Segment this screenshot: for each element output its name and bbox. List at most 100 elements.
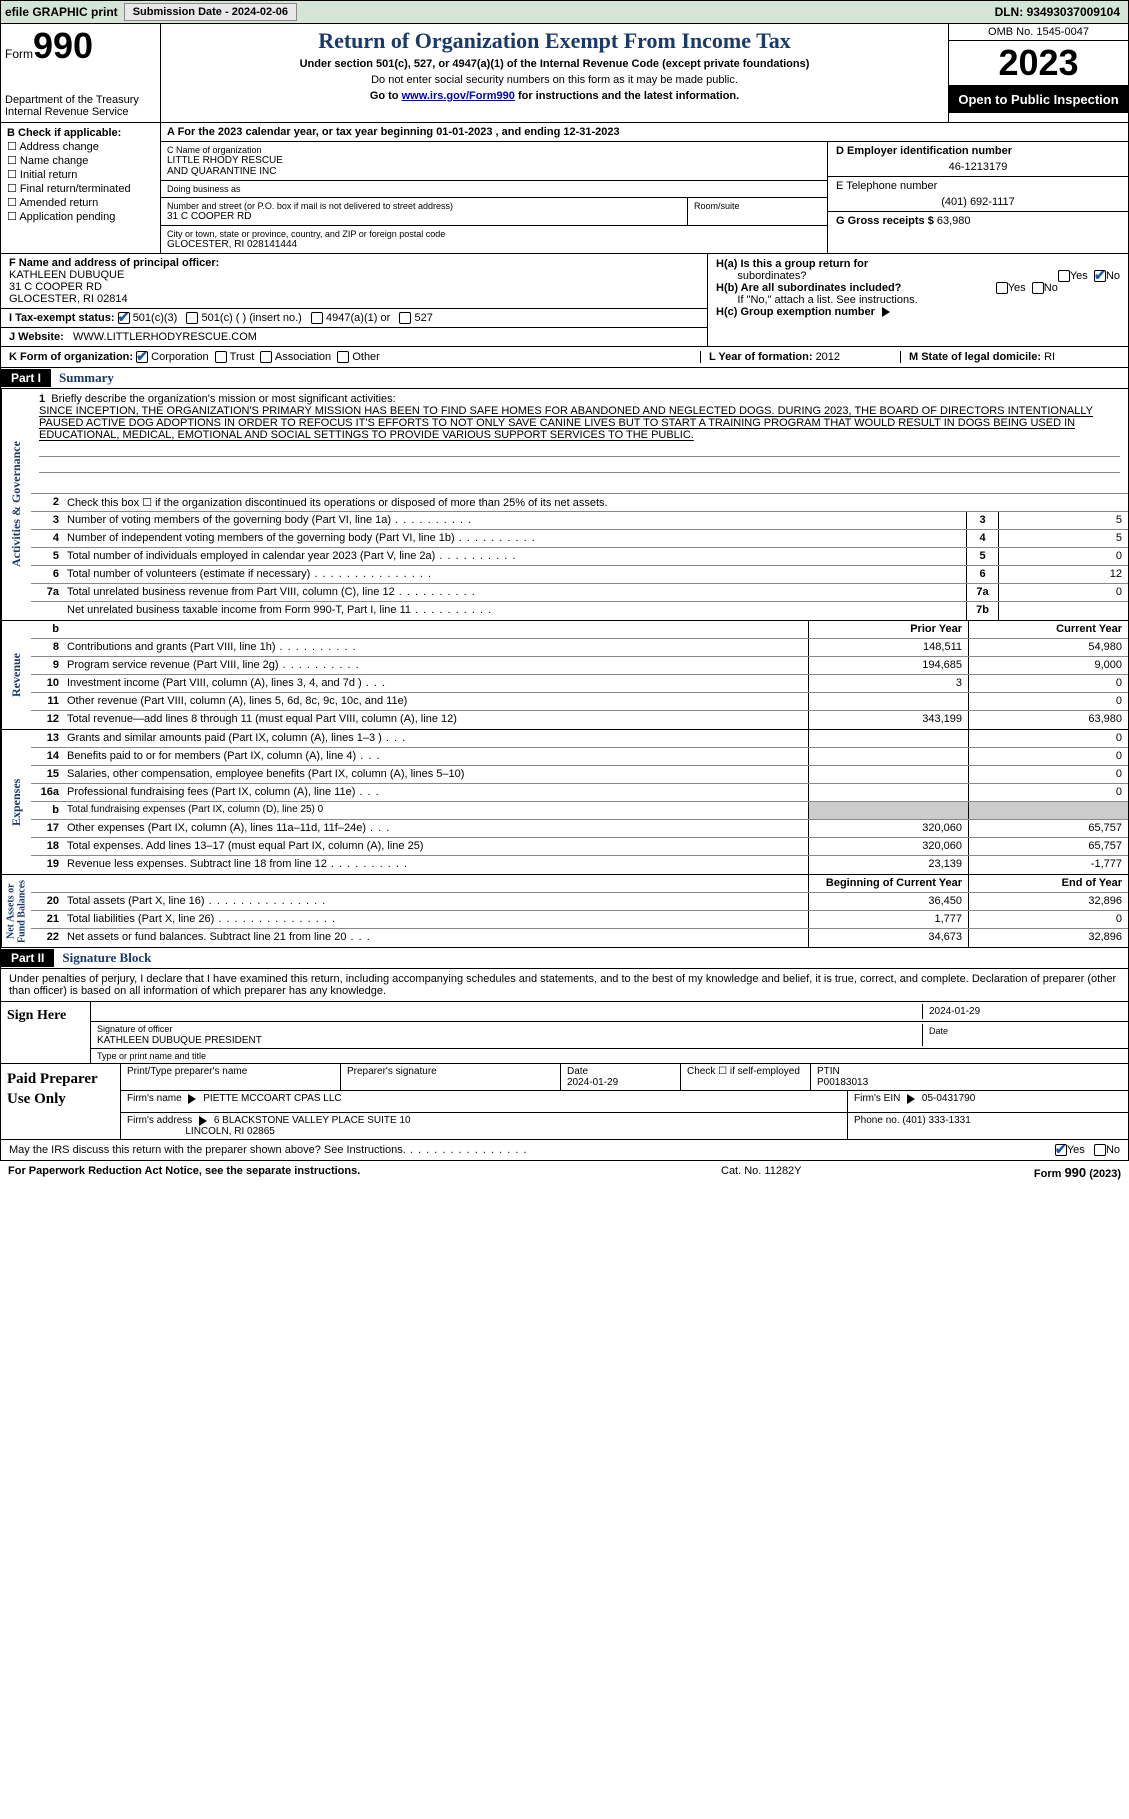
ck-final-return[interactable]: ☐ Final return/terminated [7,182,154,195]
line18-py: 320,060 [808,838,968,855]
ck-amended-return[interactable]: ☐ Amended return [7,196,154,209]
part2-header: Part II Signature Block [0,948,1129,969]
line9-cy: 9,000 [968,657,1128,674]
ck-trust[interactable] [215,351,227,363]
officer-addr2: GLOCESTER, RI 02814 [9,293,699,305]
firm-phone: (401) 333-1331 [902,1115,970,1126]
line15-py [808,766,968,783]
officer-sig-name: KATHLEEN DUBUQUE PRESIDENT [97,1035,262,1046]
line3-val: 5 [998,512,1128,529]
ck-corp[interactable] [136,351,148,363]
year-box: OMB No. 1545-0047 2023 Open to Public In… [948,24,1128,122]
right-ident-col: D Employer identification number 46-1213… [828,142,1128,253]
revenue-section: Revenue bPrior YearCurrent Year 8Contrib… [0,621,1129,730]
ck-address-change[interactable]: ☐ Address change [7,140,154,153]
vtab-rev: Revenue [1,621,31,729]
mission-text: SINCE INCEPTION, THE ORGANIZATION'S PRIM… [39,405,1093,441]
room-suite: Room/suite [687,198,827,225]
line11-cy: 0 [968,693,1128,710]
line14-cy: 0 [968,748,1128,765]
arrow-icon [199,1116,207,1126]
gross-receipts: 63,980 [937,215,971,227]
line13-py [808,730,968,747]
ck-name-change[interactable]: ☐ Name change [7,154,154,167]
ck-hb-yes[interactable] [996,282,1008,294]
perjury-declaration: Under penalties of perjury, I declare th… [1,969,1128,1001]
dept-label: Department of the Treasury Internal Reve… [5,94,156,118]
line16b-cy [968,802,1128,819]
line18-cy: 65,757 [968,838,1128,855]
line8-cy: 54,980 [968,639,1128,656]
preparer-name-cap: Print/Type preparer's name [121,1064,341,1090]
line16a-cy: 0 [968,784,1128,801]
ck-ha-yes[interactable] [1058,270,1070,282]
line22-ey: 32,896 [968,929,1128,947]
ck-4947[interactable] [311,312,323,324]
part1-header: Part I Summary [0,368,1129,389]
arrow-icon [882,307,890,317]
ein: 46-1213179 [836,161,1120,173]
line12-cy: 63,980 [968,711,1128,729]
box-b: B Check if applicable: ☐ Address change … [1,123,161,253]
ck-other[interactable] [337,351,349,363]
line10-cy: 0 [968,675,1128,692]
firm-addr2: LINCOLN, RI 02865 [185,1126,275,1137]
form-id-box: Form990 Department of the Treasury Inter… [1,24,161,122]
efile-banner: efile GRAPHIC print Submission Date - 20… [0,0,1129,24]
officer-addr1: 31 C COOPER RD [9,281,699,293]
officer-group-section: F Name and address of principal officer:… [0,254,1129,347]
line17-py: 320,060 [808,820,968,837]
identity-section: B Check if applicable: ☐ Address change … [0,123,1129,254]
line20-ey: 32,896 [968,893,1128,910]
form-header: Form990 Department of the Treasury Inter… [0,24,1129,123]
line7a-val: 0 [998,584,1128,601]
ck-application-pending[interactable]: ☐ Application pending [7,210,154,223]
activities-governance: Activities & Governance 1 Briefly descri… [0,389,1129,621]
firm-addr1: 6 BLACKSTONE VALLEY PLACE SUITE 10 [214,1115,411,1126]
signature-block: Under penalties of perjury, I declare th… [0,969,1129,1140]
vtab-exp: Expenses [1,730,31,874]
ck-discuss-no[interactable] [1094,1144,1106,1156]
submission-date-btn[interactable]: Submission Date - 2024-02-06 [124,3,297,21]
ck-initial-return[interactable]: ☐ Initial return [7,168,154,181]
line11-py [808,693,968,710]
line6-val: 12 [998,566,1128,583]
self-employed-check[interactable]: Check ☐ if self-employed [681,1064,811,1090]
line13-cy: 0 [968,730,1128,747]
preparer-sig-cap: Preparer's signature [341,1064,561,1090]
ssn-note: Do not enter social security numbers on … [169,74,940,86]
form-org-row: K Form of organization: Corporation Trus… [0,347,1129,368]
ck-ha-no[interactable] [1094,270,1106,282]
box-h: H(a) Is this a group return for subordin… [708,254,1128,346]
line16a-py [808,784,968,801]
line17-cy: 65,757 [968,820,1128,837]
form-title: Return of Organization Exempt From Incom… [169,28,940,54]
paid-preparer-label: Paid Preparer Use Only [1,1064,121,1139]
ck-501c[interactable] [186,312,198,324]
ptin: P00183013 [817,1077,868,1088]
line7b-val [998,602,1128,620]
line5-val: 0 [998,548,1128,565]
ck-527[interactable] [399,312,411,324]
footer: For Paperwork Reduction Act Notice, see … [0,1161,1129,1184]
ck-501c3[interactable] [118,312,130,324]
cat-no: Cat. No. 11282Y [721,1165,921,1180]
line21-by: 1,777 [808,911,968,928]
dln: DLN: 93493037009104 [995,5,1128,19]
ck-assoc[interactable] [260,351,272,363]
ck-hb-no[interactable] [1032,282,1044,294]
net-assets-section: Net Assets or Fund Balances Beginning of… [0,875,1129,948]
line19-cy: -1,777 [968,856,1128,874]
firm-ein: 05-0431790 [922,1093,975,1104]
form-subtitle: Under section 501(c), 527, or 4947(a)(1)… [169,58,940,70]
line20-by: 36,450 [808,893,968,910]
irs-link[interactable]: www.irs.gov/Form990 [402,90,515,102]
ck-discuss-yes[interactable] [1055,1144,1067,1156]
omb-number: OMB No. 1545-0047 [949,24,1128,41]
tax-year-line: A For the 2023 calendar year, or tax yea… [161,123,1128,142]
line15-cy: 0 [968,766,1128,783]
firm-name: PIETTE MCCOART CPAS LLC [203,1093,341,1104]
tax-year: 2023 [949,41,1128,86]
org-address: 31 C COOPER RD [167,211,681,222]
line16b-py [808,802,968,819]
